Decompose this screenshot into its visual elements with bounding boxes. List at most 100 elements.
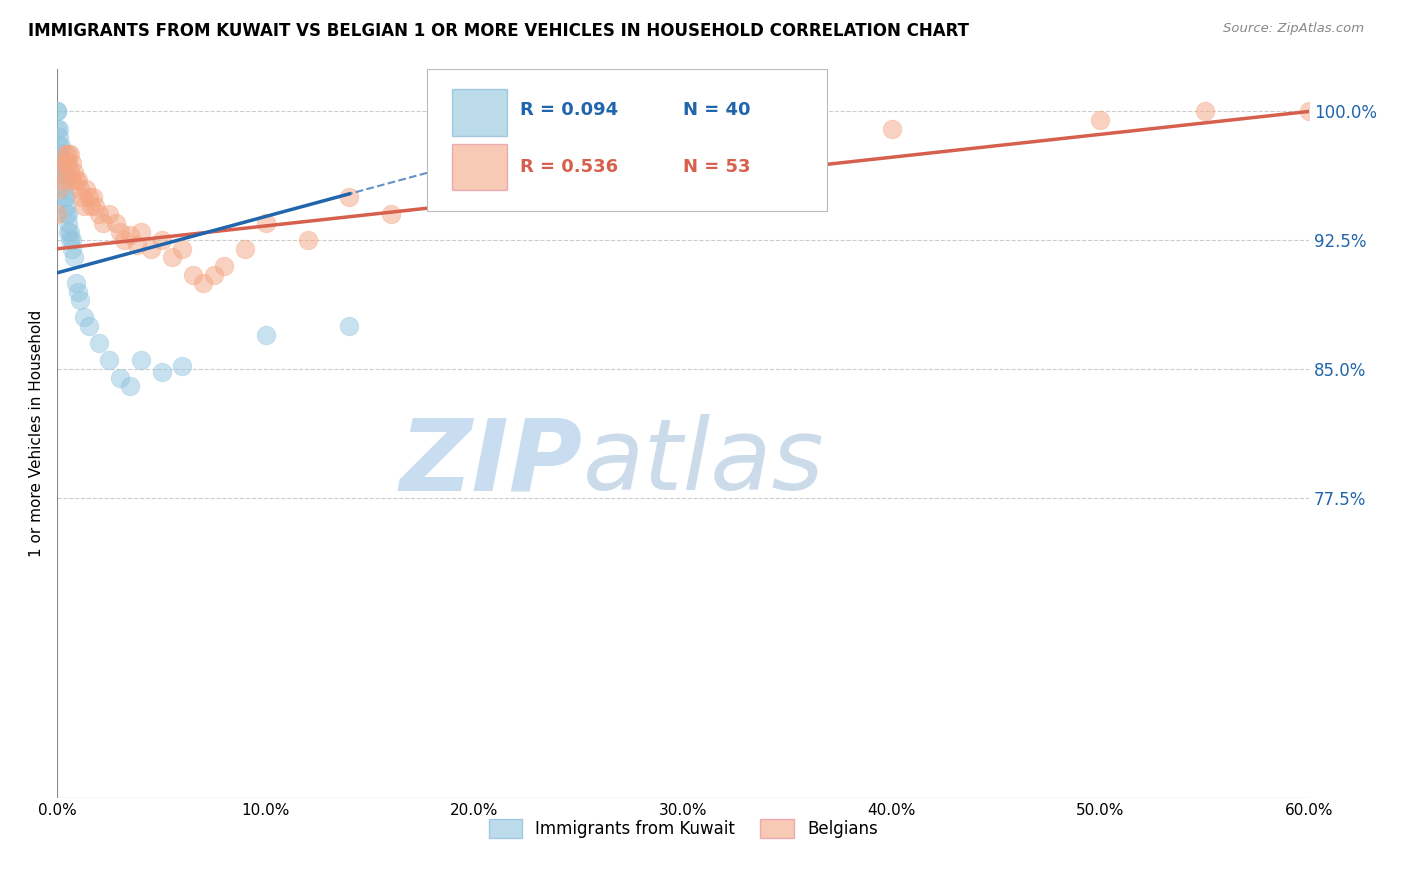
Point (120, 379, 142, 393)
Point (337, 319, 360, 334)
Point (55, 199, 77, 213)
Point (82, 190, 104, 204)
Point (52, 190, 75, 204)
Point (233, 242, 256, 256)
Point (129, 353, 152, 368)
Point (56, 207, 79, 221)
Point (98, 207, 121, 221)
Point (59, 225, 82, 239)
Point (59, 164, 82, 178)
Point (104, 216, 127, 230)
Point (75, 182, 97, 196)
Point (77, 190, 100, 204)
Point (60, 242, 83, 256)
Point (48, 138, 70, 153)
Point (568, 156, 591, 170)
Point (48, 130, 70, 145)
Point (108, 370, 131, 384)
Point (55, 207, 77, 221)
Point (150, 233, 173, 247)
Text: N = 53: N = 53 (683, 158, 751, 176)
Point (108, 225, 131, 239)
Point (87, 336, 110, 351)
Point (56, 147, 79, 161)
Point (464, 173, 486, 187)
Point (56, 156, 79, 170)
Point (67, 173, 90, 187)
Point (1194, 104, 1216, 119)
Point (380, 207, 402, 221)
Point (60, 173, 83, 187)
Point (297, 233, 319, 247)
Text: R = 0.536: R = 0.536 (520, 158, 619, 176)
Point (193, 276, 215, 290)
Point (129, 225, 152, 239)
Point (254, 216, 277, 230)
Point (52, 182, 75, 196)
Point (79, 199, 101, 213)
Point (172, 359, 194, 373)
Point (172, 242, 194, 256)
Point (63, 164, 86, 178)
Point (55, 190, 77, 204)
Text: atlas: atlas (583, 414, 825, 511)
Point (880, 121, 903, 136)
Point (51, 164, 73, 178)
Point (52, 173, 75, 187)
Point (46, 121, 69, 136)
Point (52, 156, 75, 170)
Point (160, 251, 183, 265)
Point (60, 156, 83, 170)
Point (73, 310, 96, 325)
Point (55, 156, 77, 170)
Text: IMMIGRANTS FROM KUWAIT VS BELGIAN 1 OR MORE VEHICLES IN HOUSEHOLD CORRELATION CH: IMMIGRANTS FROM KUWAIT VS BELGIAN 1 OR M… (28, 22, 969, 40)
Point (51, 156, 73, 170)
Point (91, 216, 114, 230)
Point (46, 104, 69, 119)
Text: ZIP: ZIP (401, 414, 583, 511)
Point (202, 268, 225, 282)
Point (56, 216, 79, 230)
Point (51, 138, 73, 153)
Point (69, 182, 91, 196)
Point (672, 138, 695, 153)
Point (67, 285, 90, 299)
Point (52, 164, 75, 178)
Point (77, 319, 100, 334)
Text: Source: ZipAtlas.com: Source: ZipAtlas.com (1223, 22, 1364, 36)
Text: R = 0.094: R = 0.094 (520, 101, 619, 120)
Point (150, 365, 173, 379)
Y-axis label: 1 or more Vehicles in Household: 1 or more Vehicles in Household (30, 310, 44, 557)
Point (56, 225, 79, 239)
Point (1298, 104, 1320, 119)
Legend: Immigrants from Kuwait, Belgians: Immigrants from Kuwait, Belgians (482, 812, 884, 845)
Point (59, 233, 82, 247)
Point (48, 121, 70, 136)
Point (46, 104, 69, 119)
Point (65, 276, 87, 290)
Point (48, 147, 70, 161)
Point (48, 182, 70, 196)
Point (72, 190, 94, 204)
Point (112, 233, 135, 247)
Point (337, 190, 360, 204)
Point (120, 228, 142, 243)
Point (1090, 113, 1112, 128)
Point (212, 259, 235, 273)
Point (51, 147, 73, 161)
Point (52, 173, 75, 187)
Point (98, 353, 121, 368)
Point (63, 251, 86, 265)
FancyBboxPatch shape (451, 89, 506, 136)
Point (87, 207, 110, 221)
Point (83, 199, 105, 213)
Point (139, 242, 162, 256)
Point (254, 327, 277, 342)
Point (46, 207, 69, 221)
Point (60, 233, 83, 247)
Point (73, 199, 96, 213)
FancyBboxPatch shape (426, 69, 827, 211)
Point (125, 238, 148, 252)
Point (59, 147, 82, 161)
Point (55, 147, 77, 161)
